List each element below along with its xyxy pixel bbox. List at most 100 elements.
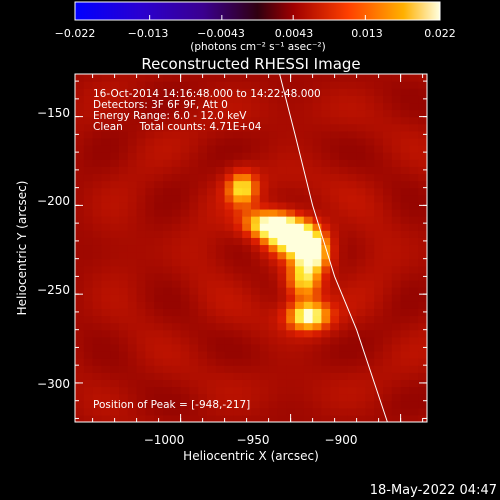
heatmap-cell [383,315,393,324]
heatmap-cell [268,166,278,175]
heatmap-cell [303,194,314,203]
heatmap-cell [180,258,190,267]
heatmap-cell [119,102,129,111]
heatmap-cell [286,237,296,246]
heatmap-cell [330,287,340,295]
heatmap-cell [365,137,375,146]
heatmap-cell [330,180,340,189]
heatmap-cell [215,407,226,416]
heatmap-cell [180,294,190,302]
heatmap-cell [400,95,410,104]
heatmap-cell [110,173,120,182]
heatmap-cell [101,329,111,338]
colorbar-tick-label: 0.013 [351,27,383,40]
heatmap-cell [189,223,199,231]
heatmap-cell [198,308,208,317]
heatmap-cell [110,230,120,238]
heatmap-cell [224,294,234,302]
heatmap-cell [233,272,243,281]
heatmap-cell [374,244,384,253]
heatmap-cell [207,308,217,317]
heatmap-cell [198,407,208,416]
heatmap-cell [127,358,138,366]
heatmap-cell [418,315,427,324]
heatmap-cell [347,145,358,153]
colorbar-tick-label: −0.013 [128,27,169,40]
heatmap-cell [356,265,366,274]
heatmap-cell [321,279,331,288]
heatmap-cell [321,379,331,388]
heatmap-cell [365,265,375,274]
heatmap-cell [330,173,340,182]
heatmap-cell [119,308,129,317]
heatmap-cell [312,137,322,146]
heatmap-cell [418,258,427,267]
heatmap-cell [154,109,164,118]
heatmap-cell [251,287,261,295]
heatmap-cell [277,301,287,309]
heatmap-cell [163,407,173,416]
heatmap-cell [136,123,146,132]
annotation-clean-counts: Clean Total counts: 4.71E+04 [93,121,262,133]
heatmap-cell [400,216,410,224]
heatmap-cell [119,379,129,388]
heatmap-cell [251,74,261,82]
heatmap-cell [339,88,349,96]
heatmap-cell [391,208,402,217]
heatmap-cell [409,336,419,345]
heatmap-cell [365,145,375,153]
heatmap-cell [303,407,314,416]
heatmap-cell [339,152,349,160]
heatmap-cell [198,237,208,246]
heatmap-cell [365,81,375,89]
heatmap-cell [339,81,349,89]
heatmap-cell [409,358,419,366]
heatmap-cell [171,315,182,324]
heatmap-cell [224,230,234,238]
heatmap-cell [136,88,146,96]
heatmap-cell [312,279,322,288]
heatmap-cell [92,301,102,309]
heatmap-cell [145,400,155,409]
heatmap-cell [180,287,190,295]
heatmap-cell [198,187,208,196]
heatmap-cell [92,130,102,139]
colorbar-ticks [74,15,441,20]
heatmap-cell [321,88,331,96]
heatmap-cell [330,329,340,338]
heatmap-cell [154,159,164,167]
heatmap-cell [303,208,314,217]
heatmap-cell [409,393,419,402]
heatmap-cell [339,407,349,416]
heatmap-cell [189,130,199,139]
heatmap-cell [400,237,410,246]
heatmap-cell [83,372,94,380]
heatmap-cell [233,173,243,182]
heatmap-cell [75,230,85,238]
axis-ticks [75,74,427,422]
heatmap-cell [356,343,366,352]
heatmap-cell [83,350,94,359]
heatmap-cell [119,322,129,331]
heatmap-cell [330,265,340,274]
heatmap-cell [233,287,243,295]
heatmap-cell [356,287,366,295]
heatmap-cell [347,237,358,246]
heatmap-cell [365,358,375,366]
heatmap-cell [295,145,305,153]
heatmap-cell [101,237,111,246]
heatmap-cell [242,216,252,224]
heatmap-cell [277,102,287,111]
heatmap-cell [365,130,375,139]
heatmap-cell [365,230,375,238]
heatmap-cell [383,102,393,111]
heatmap-cell [277,329,287,338]
heatmap-cell [154,173,164,182]
heatmap-cell [207,301,217,309]
heatmap-cell [127,308,138,317]
heatmap-cell [312,145,322,153]
heatmap-cell [242,109,252,118]
heatmap-cell [356,194,366,203]
heatmap-cell [312,400,322,409]
heatmap-cell [171,88,182,96]
